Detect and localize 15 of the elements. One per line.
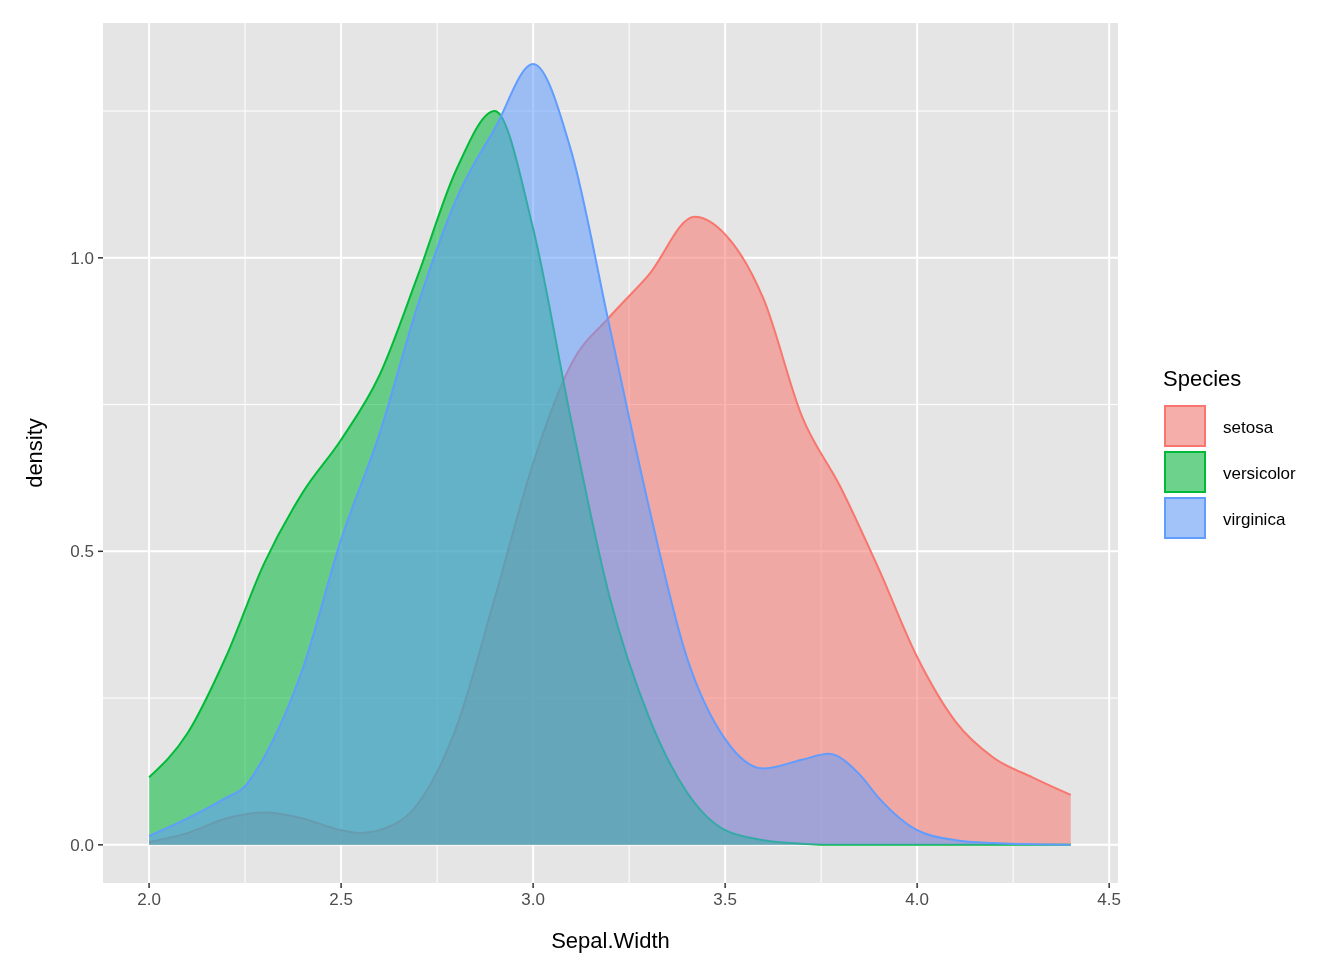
y-tick-label: 0.5 <box>70 542 94 562</box>
y-tick-label: 0.0 <box>70 835 94 855</box>
x-axis-title: Sepal.Width <box>551 928 670 953</box>
x-tick-label: 4.0 <box>905 890 929 909</box>
legend-label: versicolor <box>1223 464 1297 483</box>
y-axis-title: density <box>22 418 47 488</box>
x-tick-label: 3.5 <box>713 890 737 909</box>
x-tick-label: 2.0 <box>137 890 161 909</box>
x-tick-label: 2.5 <box>329 890 353 909</box>
x-tick-label: 4.5 <box>1097 890 1121 909</box>
legend-label: virginica <box>1223 510 1286 529</box>
y-tick-label: 1.0 <box>70 248 94 268</box>
x-tick-label: 3.0 <box>521 890 545 909</box>
legend-title: Species <box>1163 366 1242 391</box>
legend-label: setosa <box>1223 418 1274 437</box>
